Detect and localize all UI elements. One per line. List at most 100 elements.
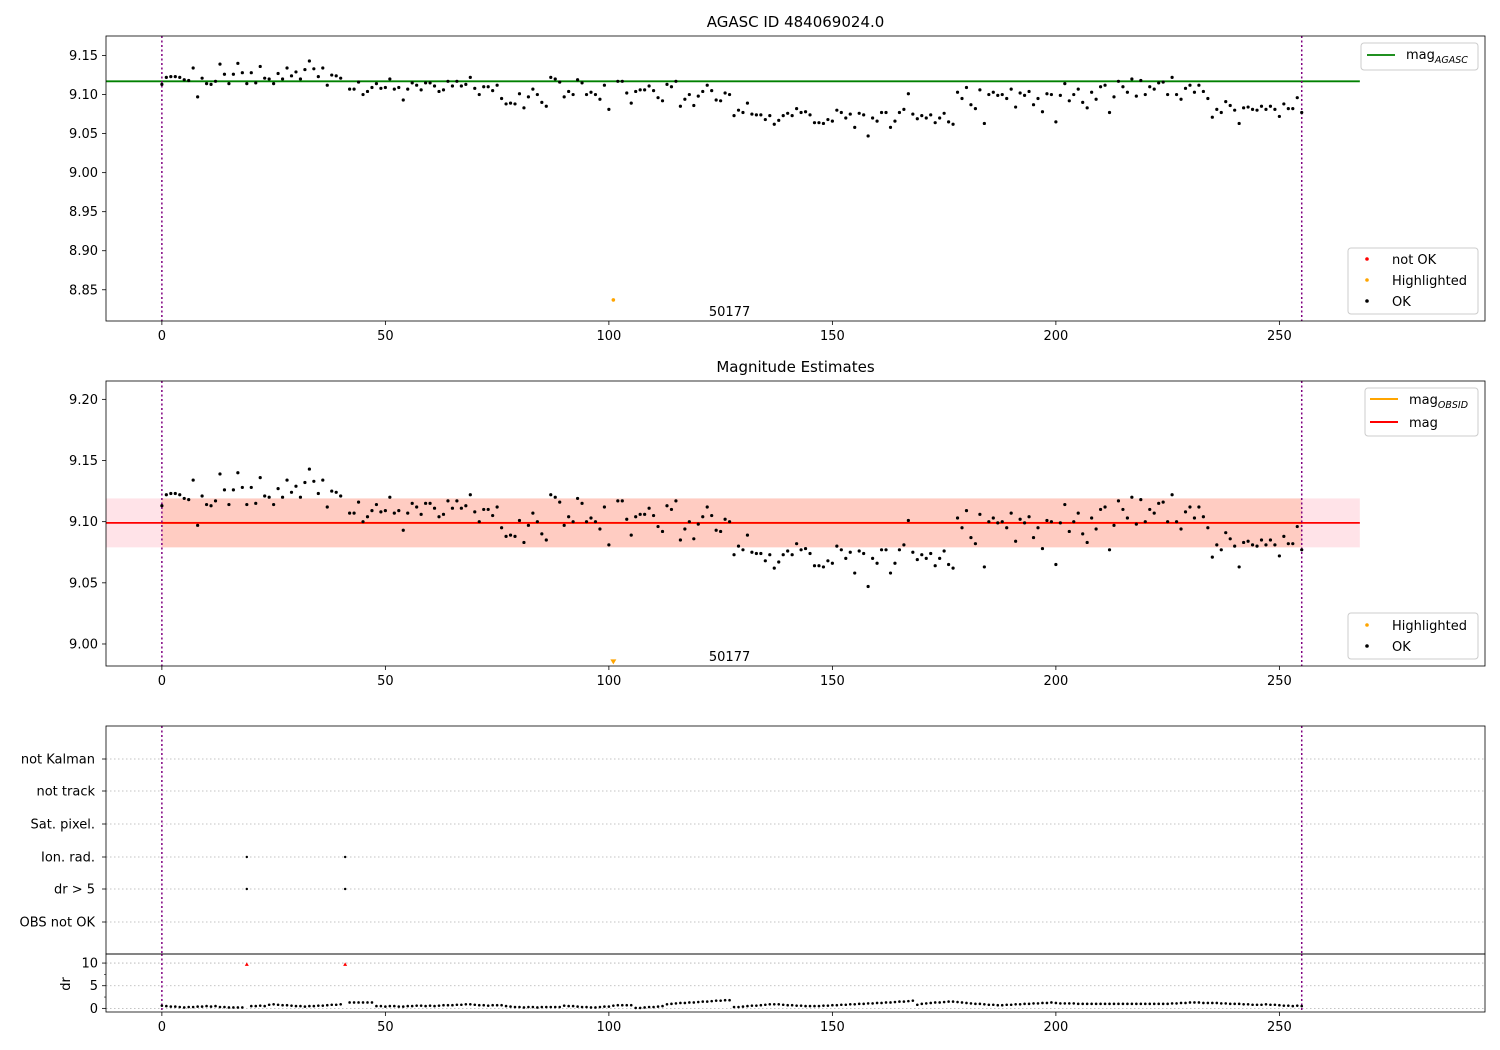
ok-point [495, 505, 499, 509]
ok-point [768, 114, 772, 118]
ok-point [839, 548, 843, 552]
legend-point-swatch [1365, 644, 1369, 648]
x-tick-label: 100 [596, 1020, 621, 1035]
ok-point [942, 111, 946, 115]
ok-point [303, 67, 307, 72]
dr-point [674, 1002, 678, 1005]
ok-point [535, 92, 539, 97]
ok-point [285, 66, 289, 70]
ok-point [817, 121, 821, 125]
dr-point [755, 1004, 758, 1007]
dr-point [942, 1000, 946, 1004]
ok-point [307, 59, 311, 63]
ok-point [567, 515, 571, 519]
dr-point [889, 1001, 892, 1004]
ok-point [799, 110, 803, 115]
ok-point [951, 566, 955, 570]
ok-point [383, 85, 387, 90]
ok-point [741, 110, 745, 115]
ok-point [482, 85, 486, 89]
legend-line-label-main: mag [1409, 393, 1438, 408]
ok-point [419, 512, 423, 516]
dr-point [419, 1004, 423, 1007]
ok-point [486, 85, 490, 89]
highlighted-offscale-marker [610, 659, 617, 665]
magnitude-estimates-panel: Magnitude Estimates 50177 0 50 100 150 200 250 9… [69, 358, 1486, 689]
ok-point [906, 518, 910, 523]
dr-point [1157, 1002, 1160, 1006]
ok-point [571, 520, 575, 524]
ok-point [1282, 534, 1286, 538]
ok-point [973, 542, 978, 546]
ok-point [763, 559, 767, 563]
ok-point [710, 513, 714, 518]
ok-point [701, 89, 705, 94]
axes-frame [105, 380, 1486, 667]
ok-point [1268, 104, 1273, 108]
ok-point [1125, 516, 1129, 520]
dr-point [1139, 1002, 1143, 1006]
ok-point [392, 511, 396, 515]
ok-point [933, 121, 937, 125]
ok-point [1022, 93, 1027, 97]
dr-point [1161, 1002, 1165, 1006]
ok-point [741, 548, 745, 552]
ok-point [933, 564, 937, 568]
ok-point [240, 71, 244, 75]
ok-point [348, 511, 352, 515]
dr-point [1264, 1002, 1268, 1006]
ok-point [678, 538, 682, 542]
dr-point [1072, 1002, 1076, 1005]
ok-point [884, 548, 888, 552]
ok-point [687, 92, 691, 97]
ok-point [231, 72, 235, 76]
ok-point [446, 79, 450, 83]
dr-point [1108, 1002, 1111, 1006]
ok-point [616, 79, 620, 83]
dr-point [786, 1003, 789, 1007]
ok-point [1233, 544, 1237, 548]
dr-point [898, 1000, 901, 1003]
ok-point [1130, 77, 1134, 81]
dr-point [227, 1006, 231, 1009]
dr-point [616, 1003, 620, 1007]
dr-point [254, 1004, 258, 1008]
dr-point [406, 1004, 410, 1008]
ok-point [1206, 96, 1210, 101]
ok-point [1250, 543, 1255, 547]
ok-point [991, 516, 995, 520]
ok-point [745, 101, 750, 105]
ok-point [584, 520, 589, 524]
ok-point [1143, 92, 1147, 97]
dr-point [1032, 1002, 1035, 1005]
dr-point [853, 1002, 857, 1006]
dr-point [777, 1002, 781, 1006]
ok-point [696, 522, 700, 526]
ok-point [459, 84, 463, 88]
ok-point [1148, 85, 1152, 89]
dr-point [504, 1004, 508, 1008]
dr-point [956, 1000, 959, 1004]
dr-point [585, 1005, 588, 1009]
ok-point [781, 553, 785, 557]
ok-point [1183, 86, 1188, 90]
ok-point [1197, 83, 1201, 87]
ok-point [1058, 521, 1062, 525]
dr-point [1018, 1002, 1022, 1006]
ok-point [1098, 507, 1103, 512]
ok-point [790, 114, 794, 118]
ok-point [1098, 85, 1103, 89]
ok-point [1134, 522, 1138, 526]
dr-point [933, 1001, 937, 1004]
ok-point [356, 500, 361, 504]
dr-point [620, 1003, 624, 1007]
dr-point [1050, 1001, 1053, 1004]
ok-point [437, 515, 441, 519]
ok-point [772, 566, 776, 570]
dr-point [1211, 1001, 1214, 1005]
ok-point [450, 84, 455, 88]
ok-point [674, 79, 678, 83]
ok-point [665, 82, 669, 87]
ok-point [665, 504, 669, 508]
ok-point [1081, 532, 1085, 536]
